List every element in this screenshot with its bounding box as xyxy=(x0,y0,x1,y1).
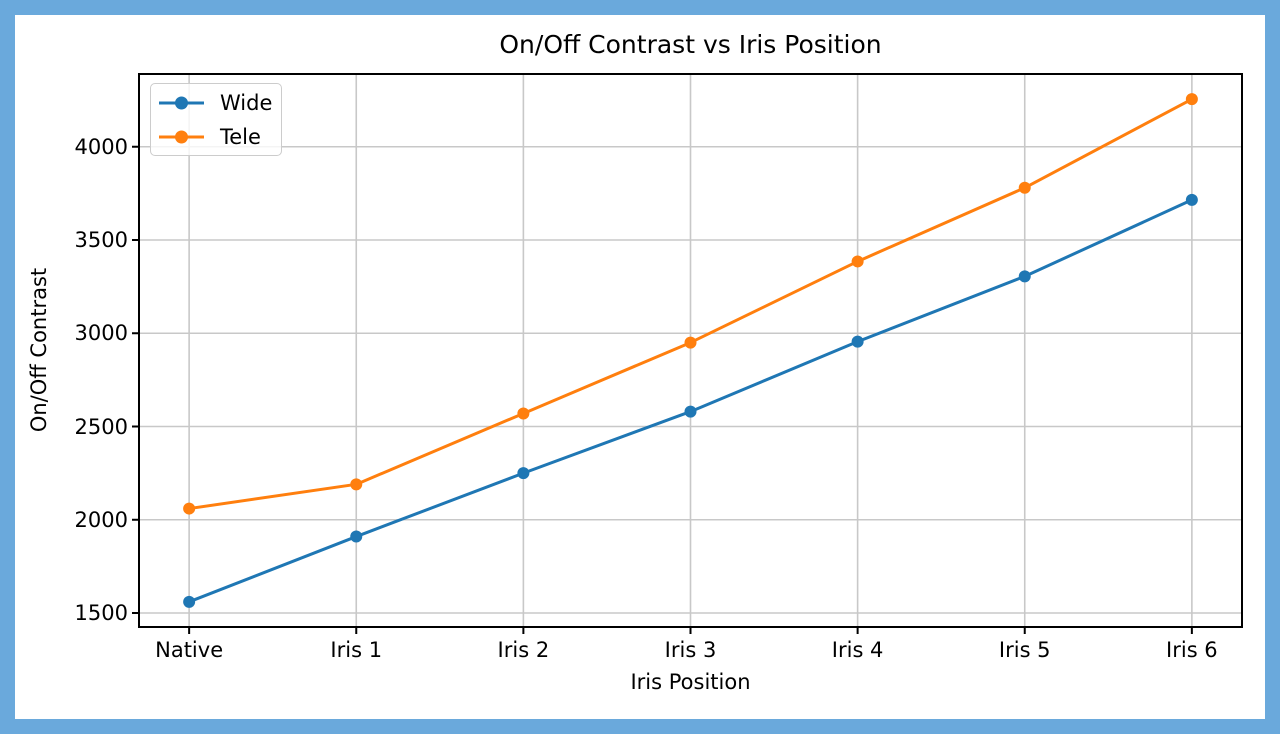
y-tick-label: 4000 xyxy=(74,134,128,159)
legend-item-wide: Wide xyxy=(158,86,273,120)
data-point-wide xyxy=(1018,270,1031,283)
data-point-wide xyxy=(183,595,196,608)
x-tick-label: Iris 5 xyxy=(998,638,1051,662)
x-tick-label: Iris 1 xyxy=(330,638,383,662)
data-point-tele xyxy=(851,255,864,268)
data-point-wide xyxy=(851,335,864,348)
x-tick-label: Native xyxy=(155,638,224,662)
x-tick-label: Iris 6 xyxy=(1166,638,1218,662)
data-point-tele xyxy=(684,336,697,349)
x-tick-label: Iris 3 xyxy=(664,638,717,662)
x-tick-label: Iris 4 xyxy=(831,638,884,662)
legend: Wide Tele xyxy=(150,83,282,156)
y-tick-label: 2000 xyxy=(74,507,128,532)
data-point-wide xyxy=(517,467,530,480)
x-tick-label: Iris 2 xyxy=(497,638,550,662)
data-point-wide xyxy=(350,530,363,543)
data-point-tele xyxy=(1185,93,1198,106)
wide-line-marker-icon xyxy=(159,96,204,110)
y-tick-label: 3500 xyxy=(74,227,128,252)
data-point-wide xyxy=(1185,193,1198,206)
chart-title: On/Off Contrast vs Iris Position xyxy=(499,30,882,59)
y-tick-label: 1500 xyxy=(74,601,128,625)
legend-label-tele: Tele xyxy=(220,124,261,149)
y-tick-label: 2500 xyxy=(74,414,128,439)
y-tick-label: 3000 xyxy=(74,321,128,346)
legend-item-tele: Tele xyxy=(158,120,273,154)
data-point-tele xyxy=(183,502,196,515)
y-axis-label: On/Off Contrast xyxy=(27,267,51,433)
data-point-tele xyxy=(350,478,363,491)
data-point-wide xyxy=(684,405,697,418)
x-axis-label: Iris Position xyxy=(630,670,751,694)
legend-label-wide: Wide xyxy=(220,90,273,115)
tele-line-marker-icon xyxy=(159,130,204,144)
data-point-tele xyxy=(1018,181,1031,194)
data-point-tele xyxy=(517,407,530,420)
